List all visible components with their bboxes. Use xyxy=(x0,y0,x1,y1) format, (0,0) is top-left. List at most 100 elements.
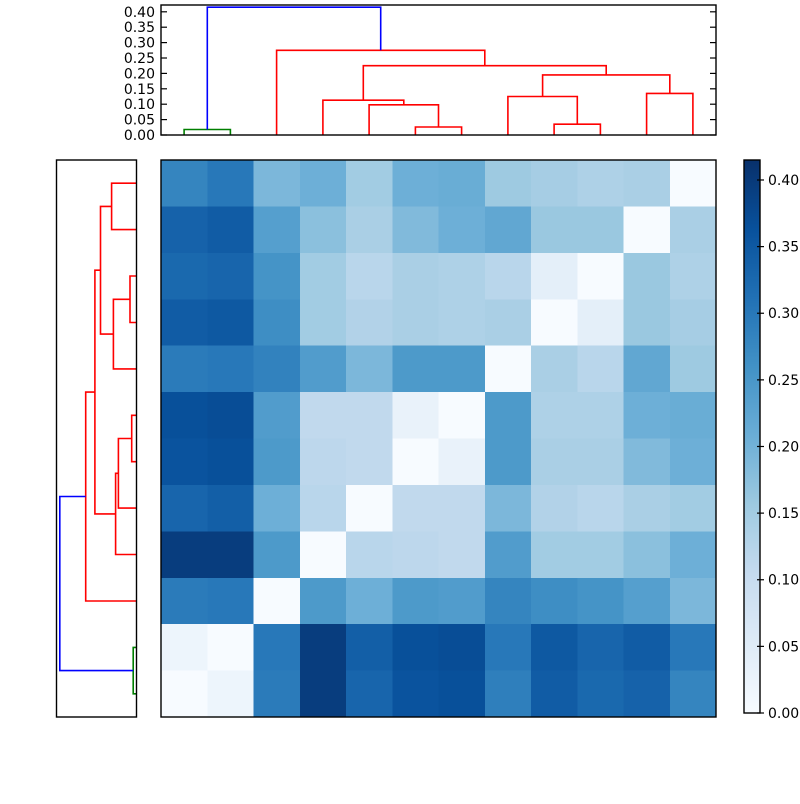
heatmap-cell xyxy=(161,624,208,672)
heatmap-cell xyxy=(623,160,671,208)
heatmap-cell xyxy=(161,252,208,300)
heatmap-cell xyxy=(623,577,671,625)
heatmap-cell xyxy=(253,438,301,486)
heatmap-cell xyxy=(669,624,717,672)
heatmap-cell xyxy=(438,484,486,532)
heatmap-cell xyxy=(253,624,301,672)
heatmap-cell xyxy=(438,299,486,347)
dendrogram-link xyxy=(84,391,137,602)
heatmap-cell xyxy=(207,577,255,625)
axes-frames xyxy=(55,4,717,718)
heatmap-cell xyxy=(253,392,301,440)
colorbar-tick-label: 0.25 xyxy=(768,373,799,389)
heatmap-cell xyxy=(577,577,625,625)
heatmap-cell xyxy=(623,299,671,347)
heatmap-cell xyxy=(253,252,301,300)
heatmap-cell xyxy=(577,345,625,393)
heatmap-cell xyxy=(669,345,717,393)
colorbar-tick-label: 0.20 xyxy=(768,439,799,455)
y-axis-tick-label: 0.15 xyxy=(124,82,155,98)
dendrogram-link xyxy=(117,437,137,509)
y-axis-tick-label: 0.00 xyxy=(124,128,155,144)
heatmap-cell xyxy=(669,206,717,254)
y-axis-tick-label: 0.40 xyxy=(124,5,155,21)
heatmap-cell xyxy=(669,577,717,625)
heatmap-cell xyxy=(531,392,578,440)
heatmap-cell xyxy=(392,484,440,532)
heatmap-cell xyxy=(346,392,393,440)
heatmap-cell xyxy=(161,160,208,208)
y-axis-tick-label: 0.10 xyxy=(124,97,155,113)
heatmap-cell xyxy=(438,577,486,625)
colorbar-tick-label: 0.10 xyxy=(768,573,799,589)
dendrogram-link xyxy=(645,92,694,135)
heatmap-cell xyxy=(346,624,393,672)
heatmap-cell xyxy=(669,160,717,208)
heatmap-cell xyxy=(253,577,301,625)
heatmap-cell xyxy=(484,531,532,579)
heatmap-cell xyxy=(346,206,393,254)
heatmap-cell xyxy=(669,484,717,532)
heatmap-cell xyxy=(161,299,208,347)
heatmap-cell xyxy=(253,345,301,393)
heatmap-cell xyxy=(531,438,578,486)
heatmap-cell xyxy=(299,345,347,393)
heatmap-cell xyxy=(531,624,578,672)
heatmap-cell xyxy=(346,160,393,208)
dendrogram-link xyxy=(130,414,137,463)
heatmap-cell xyxy=(669,252,717,300)
heatmap-cell xyxy=(161,577,208,625)
heatmap-cell xyxy=(438,252,486,300)
heatmap-cell xyxy=(161,345,208,393)
heatmap-cell xyxy=(438,670,486,718)
dendrogram-link xyxy=(206,6,382,130)
heatmap-cell xyxy=(623,670,671,718)
heatmap-frame xyxy=(160,159,717,718)
heatmap-cell xyxy=(438,624,486,672)
y-axis-tick-label: 0.20 xyxy=(124,66,155,82)
heatmap-cell xyxy=(484,438,532,486)
dendrogram-link xyxy=(59,495,134,672)
colorbar: 0.00 0.05 0.10 0.15 0.20 0.25 0.30 0.35 0.40 xyxy=(743,159,799,722)
heatmap-cell xyxy=(299,392,347,440)
heatmap-cell xyxy=(484,484,532,532)
heatmap-cell xyxy=(207,252,255,300)
heatmap-cell xyxy=(577,624,625,672)
heatmap-cell xyxy=(207,670,255,718)
heatmap-cell xyxy=(577,438,625,486)
dendrogram-link xyxy=(414,126,463,135)
heatmap-cell xyxy=(346,670,393,718)
heatmap-cell xyxy=(531,252,578,300)
heatmap xyxy=(161,160,717,718)
heatmap-cell xyxy=(299,438,347,486)
heatmap-cell xyxy=(577,252,625,300)
heatmap-cell xyxy=(299,531,347,579)
dendrogram-link xyxy=(362,64,607,101)
heatmap-cell xyxy=(392,438,440,486)
heatmap-cell xyxy=(299,484,347,532)
heatmap-cell xyxy=(577,160,625,208)
heatmap-cell xyxy=(346,252,393,300)
heatmap-cell xyxy=(392,345,440,393)
heatmap-cell xyxy=(392,670,440,718)
heatmap-cell xyxy=(299,577,347,625)
heatmap-cell xyxy=(669,438,717,486)
heatmap-cell xyxy=(346,299,393,347)
y-axis-tick-label: 0.25 xyxy=(124,51,155,67)
heatmap-cell xyxy=(161,206,208,254)
heatmap-cell xyxy=(161,392,208,440)
heatmap-cell xyxy=(438,345,486,393)
heatmap-cell xyxy=(484,345,532,393)
heatmap-cell xyxy=(207,531,255,579)
heatmap-cell xyxy=(392,577,440,625)
heatmap-cell xyxy=(484,206,532,254)
heatmap-cell xyxy=(484,392,532,440)
colorbar-frame xyxy=(743,159,761,714)
heatmap-cell xyxy=(207,299,255,347)
heatmap-cell xyxy=(669,392,717,440)
heatmap-cell xyxy=(207,624,255,672)
heatmap-cell xyxy=(438,531,486,579)
heatmap-cell xyxy=(484,577,532,625)
